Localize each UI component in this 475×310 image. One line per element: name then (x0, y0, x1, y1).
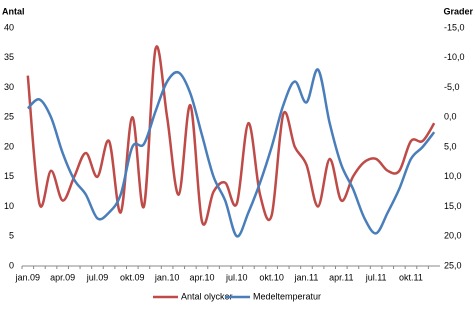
y2-tick-label: 5,0 (444, 141, 457, 151)
y2-axis-label: Grader (443, 6, 473, 16)
y-axis-label: Antal (2, 6, 25, 16)
x-tick-label: okt.11 (399, 272, 423, 282)
x-tick-label: jul.11 (365, 272, 387, 282)
y-tick-label: 5 (9, 231, 14, 241)
y-tick-label: 15 (4, 171, 14, 181)
y-tick-label: 25 (4, 112, 14, 122)
y-tick-label: 30 (4, 82, 14, 92)
y2-tick-label: -10,0 (444, 52, 465, 62)
y-tick-label: 20 (4, 141, 14, 151)
x-tick-label: jan.10 (154, 272, 180, 282)
x-tick-label: apr.10 (189, 272, 214, 282)
x-tick-label: jan.09 (15, 272, 41, 282)
y2-tick-label: 0,0 (444, 112, 457, 122)
y-tick-label: 35 (4, 52, 14, 62)
series-line (26, 45, 436, 226)
series-line (26, 68, 436, 238)
legend-label: Antal olyckor (181, 291, 233, 301)
y-tick-label: 0 (9, 260, 14, 270)
y2-tick-label: 10,0 (444, 171, 462, 181)
x-tick-label: okt.10 (259, 272, 284, 282)
y2-tick-label: 25,0 (444, 260, 462, 270)
y2-tick-label: 20,0 (444, 231, 462, 241)
x-tick-label: jul.10 (225, 272, 248, 282)
y-tick-label: 10 (4, 201, 14, 211)
x-tick-label: jul.09 (86, 272, 109, 282)
x-tick-label: okt.09 (120, 272, 145, 282)
y2-tick-label: -5,0 (444, 82, 460, 92)
legend-label: Medeltemperatur (253, 291, 321, 301)
x-tick-label: jan.11 (294, 272, 319, 282)
x-tick-label: apr.11 (329, 272, 353, 282)
y-tick-label: 40 (4, 22, 14, 32)
y2-tick-label: -15,0 (444, 22, 465, 32)
x-tick-label: apr.09 (50, 272, 75, 282)
y2-tick-label: 15,0 (444, 201, 462, 211)
